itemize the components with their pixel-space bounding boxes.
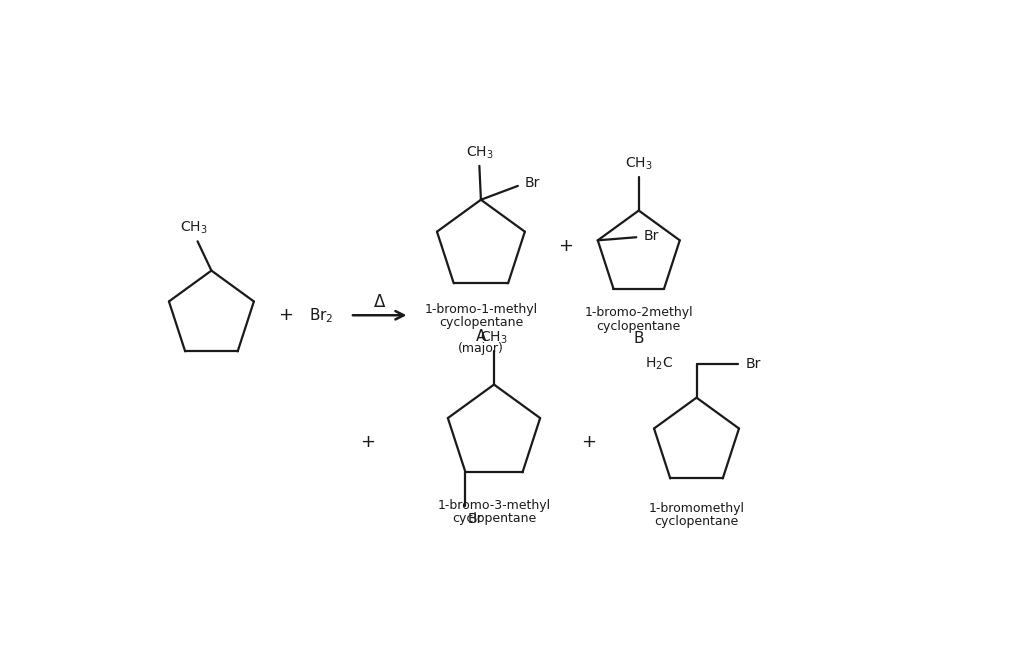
Text: Br$_2$: Br$_2$ [309, 306, 334, 324]
Text: Br: Br [525, 176, 541, 190]
Text: 1-bromo-1-methyl: 1-bromo-1-methyl [424, 304, 538, 316]
Text: 1-bromo-2methyl: 1-bromo-2methyl [585, 306, 693, 320]
Text: (major): (major) [458, 342, 504, 355]
Text: +: + [279, 306, 294, 324]
Text: Br: Br [468, 513, 483, 526]
Text: A: A [476, 328, 486, 344]
Text: cyclopentane: cyclopentane [654, 515, 738, 528]
Text: +: + [360, 433, 375, 452]
Text: +: + [582, 433, 596, 452]
Text: B: B [634, 331, 644, 346]
Text: Br: Br [643, 228, 658, 243]
Text: 1-bromo-3-methyl: 1-bromo-3-methyl [437, 499, 551, 512]
Text: cyclopentane: cyclopentane [452, 512, 537, 525]
Text: $\Delta$: $\Delta$ [374, 293, 387, 311]
Text: +: + [558, 237, 573, 255]
Text: 1-bromomethyl: 1-bromomethyl [648, 502, 744, 515]
Text: cyclopentane: cyclopentane [439, 316, 523, 330]
Text: cyclopentane: cyclopentane [597, 320, 681, 332]
Text: CH$_3$: CH$_3$ [180, 220, 208, 237]
Text: CH$_3$: CH$_3$ [480, 330, 508, 346]
Text: H$_2$C: H$_2$C [645, 356, 674, 372]
Text: CH$_3$: CH$_3$ [625, 155, 652, 172]
Text: Br: Br [745, 356, 761, 371]
Text: CH$_3$: CH$_3$ [466, 145, 494, 161]
